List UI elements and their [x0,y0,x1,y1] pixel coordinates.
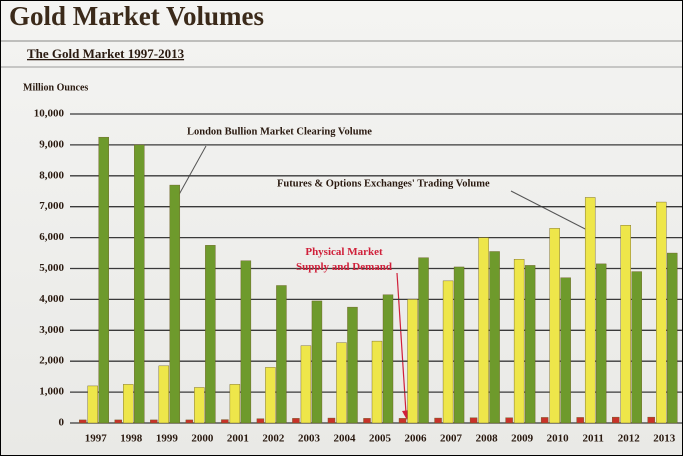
bar [364,418,371,423]
y-tick-label: 5,000 [39,262,64,274]
bar [648,417,655,423]
x-tick-label: 2000 [191,433,214,445]
x-tick-label: 2004 [333,433,356,445]
bar [134,145,144,423]
bar [115,420,122,423]
bar [454,267,464,423]
bar [470,418,477,423]
chart-title: Gold Market Volumes [9,1,264,31]
bar [632,272,642,423]
y-axis-label: Million Ounces [23,82,88,93]
annotation: London Bullion Market Clearing Volume [187,126,372,137]
bar [596,264,606,423]
x-tick-label: 1999 [156,433,179,445]
bar [301,346,311,423]
bar [577,417,584,423]
annotation: Futures & Options Exchanges' Trading Vol… [277,178,490,189]
bar [490,252,500,423]
x-tick-label: 2012 [618,433,641,445]
x-tick-label: 2007 [440,433,463,445]
bar [612,417,619,423]
bar [159,366,169,423]
bar [205,245,215,423]
bar [194,387,204,423]
annotation: Physical Market Supply and Demand [289,245,399,275]
y-tick-label: 1,000 [39,386,64,398]
y-tick-label: 2,000 [39,355,64,367]
bar [88,386,98,423]
bar [656,202,666,423]
y-tick-label: 7,000 [39,200,64,212]
bar [150,420,157,423]
bar [541,417,548,423]
leader-line [511,191,593,233]
bar [328,418,335,423]
x-tick-label: 2011 [582,433,603,445]
bar [525,265,535,423]
x-tick-label: 2009 [511,433,534,445]
chart-subtitle: The Gold Market 1997-2013 [27,46,185,61]
bar [506,418,513,423]
bar [667,253,677,423]
bar [230,384,240,423]
y-tick-label: 10,000 [34,108,65,120]
bar [79,420,86,423]
bar [621,225,631,423]
bar [435,418,442,423]
y-tick-label: 0 [59,417,65,429]
bar [123,384,133,423]
bar [383,295,393,423]
bar [241,261,251,423]
bar [561,278,571,423]
bar [312,301,322,423]
x-tick-label: 2003 [298,433,321,445]
x-tick-label: 2013 [653,433,676,445]
x-tick-label: 2008 [476,433,499,445]
bar [479,238,489,423]
y-tick-label: 4,000 [39,293,64,305]
x-tick-label: 2005 [369,433,392,445]
bar [443,281,453,423]
bar [399,418,406,423]
y-tick-label: 6,000 [39,231,64,243]
x-tick-label: 1997 [85,433,108,445]
bar [372,341,382,423]
bar [221,420,228,423]
bar [276,285,286,423]
bar [99,137,109,423]
bar [170,185,180,423]
bar [347,307,357,423]
x-tick-label: 2002 [262,433,285,445]
bar [419,258,429,423]
slide: Gold Market Volumes The Gold Market 1997… [0,0,683,456]
x-tick-label: 2010 [547,433,570,445]
bar [514,259,524,423]
bar [292,418,299,423]
bar [550,228,560,423]
bar [265,367,275,423]
y-tick-label: 3,000 [39,324,64,336]
x-tick-label: 1998 [120,433,143,445]
bar [186,420,193,423]
bar [336,343,346,423]
y-tick-label: 8,000 [39,169,64,181]
x-tick-label: 2006 [405,433,428,445]
bar [585,197,595,423]
bar [408,299,418,423]
x-tick-label: 2001 [227,433,249,445]
bar [257,419,264,423]
y-tick-label: 9,000 [39,138,64,150]
chart: Gold Market Volumes The Gold Market 1997… [1,1,682,455]
